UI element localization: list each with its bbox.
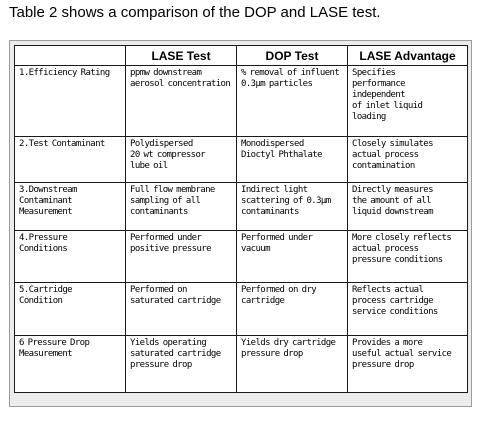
header-lase-test: LASE Test — [125, 45, 237, 66]
intro-text: Table 2 shows a comparison of the DOP an… — [9, 4, 381, 21]
table-row: 5.Cartridge Condition Performed on satur… — [14, 282, 468, 336]
row-dop-test: Yields dry cartridge pressure drop — [236, 335, 348, 393]
row-criterion: 4.Pressure Conditions — [14, 230, 126, 283]
row-lase-advantage: Specifies performance independent of inl… — [347, 65, 468, 137]
row-criterion: 6 Pressure Drop Measurement — [14, 335, 126, 393]
row-lase-advantage: Closely simulates actual process contami… — [347, 136, 468, 183]
table-row: 2.Test Contaminant Polydispersed 20 wt c… — [14, 136, 468, 183]
row-criterion: 2.Test Contaminant — [14, 136, 126, 183]
row-dop-test: Monodispersed Dioctyl Phthalate — [236, 136, 348, 183]
comparison-table-frame: LASE Test DOP Test LASE Advantage 1.Effi… — [9, 40, 472, 407]
row-lase-test: Full flow membrane sampling of all conta… — [125, 182, 237, 231]
row-criterion: 5.Cartridge Condition — [14, 282, 126, 336]
header-criterion — [14, 45, 126, 66]
row-dop-test: Indirect light scattering of 0.3μm conta… — [236, 182, 348, 231]
row-lase-advantage: Directly measures the amount of all liqu… — [347, 182, 468, 231]
row-lase-advantage: Reflects actual process cartridge servic… — [347, 282, 468, 336]
header-dop-test: DOP Test — [236, 45, 348, 66]
header-lase-advantage: LASE Advantage — [347, 45, 468, 66]
row-criterion: 1.Efficiency Rating — [14, 65, 126, 137]
table-row: 6 Pressure Drop Measurement Yields opera… — [14, 335, 468, 393]
row-lase-test: Yields operating saturated cartridge pre… — [125, 335, 237, 393]
row-lase-test: ppmw downstream aerosol concentration — [125, 65, 237, 137]
table-header-row: LASE Test DOP Test LASE Advantage — [14, 45, 468, 66]
row-lase-test: Performed under positive pressure — [125, 230, 237, 283]
row-dop-test: % removal of influent 0.3μm particles — [236, 65, 348, 137]
row-lase-test: Performed on saturated cartridge — [125, 282, 237, 336]
table-row: 3.Downstream Contaminant Measurement Ful… — [14, 182, 468, 231]
row-dop-test: Performed on dry cartridge — [236, 282, 348, 336]
table-row: 1.Efficiency Rating ppmw downstream aero… — [14, 65, 468, 137]
row-lase-advantage: Provides a more useful actual service pr… — [347, 335, 468, 393]
row-criterion: 3.Downstream Contaminant Measurement — [14, 182, 126, 231]
row-lase-test: Polydispersed 20 wt compressor lube oil — [125, 136, 237, 183]
row-dop-test: Performed under vacuum — [236, 230, 348, 283]
comparison-table: LASE Test DOP Test LASE Advantage 1.Effi… — [14, 45, 468, 393]
table-row: 4.Pressure Conditions Performed under po… — [14, 230, 468, 283]
row-lase-advantage: More closely reflects actual process pre… — [347, 230, 468, 283]
